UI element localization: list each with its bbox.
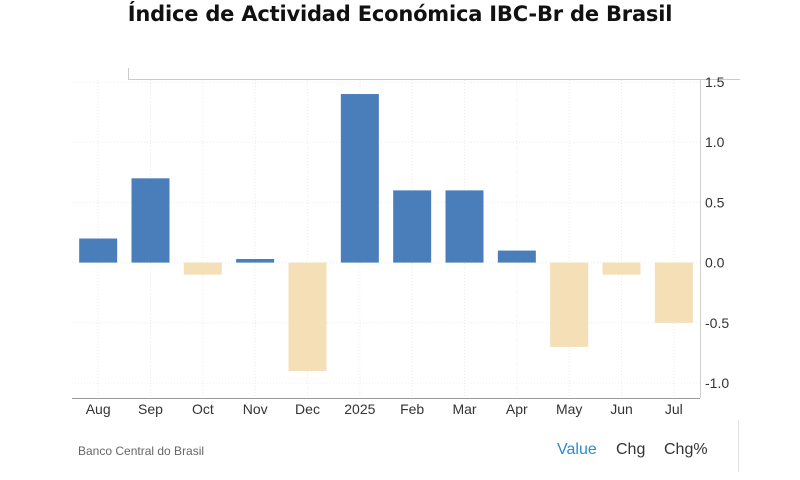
x-tick-label: Oct xyxy=(192,401,214,417)
bar-feb[interactable] xyxy=(393,190,432,263)
plot-frame xyxy=(72,68,740,472)
x-tick-label: Dec xyxy=(295,401,320,417)
bars xyxy=(79,94,693,371)
y-tick-label: 0.0 xyxy=(705,255,725,271)
bar-dec[interactable] xyxy=(288,262,327,371)
y-axis-labels: 1.5 1.0 0.5 0.0 -0.5 -1.0 xyxy=(705,74,729,391)
x-tick-label: Jul xyxy=(665,401,683,417)
bar-jun[interactable] xyxy=(602,262,641,275)
x-axis-labels: Aug Sep Oct Nov Dec 2025 Feb Mar Apr May Jun Jul xyxy=(86,401,683,417)
x-tick-label: Feb xyxy=(400,401,424,417)
bar-nov[interactable] xyxy=(236,258,275,263)
bar-jul[interactable] xyxy=(654,262,693,323)
source-label: Banco Central do Brasil xyxy=(78,444,205,458)
x-tick-label: Jun xyxy=(610,401,633,417)
chg-pct-toggle[interactable]: Chg% xyxy=(664,441,708,458)
x-tick-label: Nov xyxy=(243,401,268,417)
y-tick-label: 1.5 xyxy=(705,74,725,90)
bar-may[interactable] xyxy=(550,262,589,347)
x-tick-label: Aug xyxy=(86,401,111,417)
chart-title: Índice de Actividad Económica IBC-Br de … xyxy=(127,2,673,26)
x-tick-label: Mar xyxy=(452,401,476,417)
x-tick-label: May xyxy=(556,401,582,417)
y-tick-label: -0.5 xyxy=(705,315,729,331)
value-toggle[interactable]: Value xyxy=(557,441,597,458)
bar-oct[interactable] xyxy=(183,262,222,275)
y-tick-label: 1.0 xyxy=(705,134,725,150)
x-tick-label: 2025 xyxy=(344,401,375,417)
chg-toggle[interactable]: Chg xyxy=(616,441,646,458)
x-tick-label: Apr xyxy=(506,401,528,417)
bar-2025[interactable] xyxy=(340,94,379,263)
x-tick-label: Sep xyxy=(138,401,163,417)
y-tick-label: 0.5 xyxy=(705,194,725,210)
bar-aug[interactable] xyxy=(79,238,118,263)
bar-mar[interactable] xyxy=(445,190,484,263)
bar-sep[interactable] xyxy=(131,178,170,263)
bar-apr[interactable] xyxy=(497,250,536,263)
y-tick-label: -1.0 xyxy=(705,375,729,391)
